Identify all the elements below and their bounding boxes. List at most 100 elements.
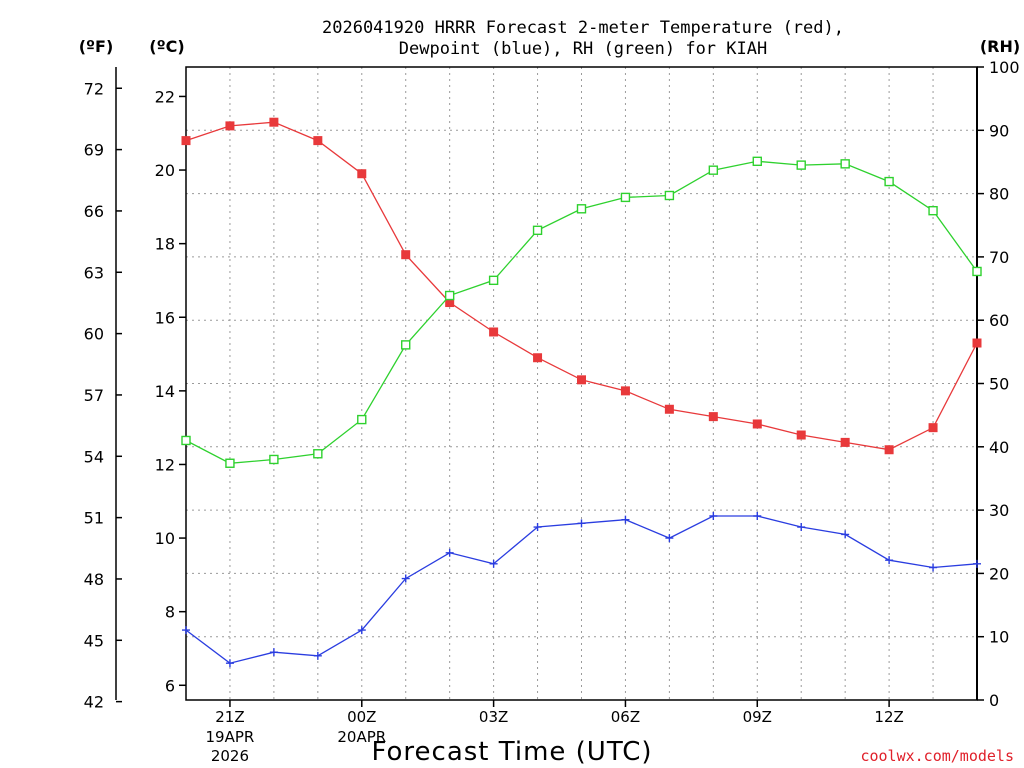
- fahrenheit-tick-label: 51: [84, 509, 104, 528]
- x-axis-title: Forecast Time (UTC): [371, 737, 652, 767]
- temperature-marker: [313, 136, 323, 146]
- series-layer: [181, 117, 982, 668]
- fahrenheit-tick-label: 45: [84, 631, 104, 650]
- rh-marker: [884, 176, 894, 187]
- fahrenheit-unit-label: (ºF): [79, 37, 114, 56]
- temperature-marker: [577, 375, 586, 385]
- fahrenheit-tick-label: 54: [84, 447, 104, 466]
- rh-marker: [181, 435, 191, 446]
- x-tick-label: 06Z: [611, 708, 640, 726]
- temperature-marker: [884, 445, 894, 455]
- rh-tick-label: 60: [989, 311, 1009, 330]
- dewpoint-marker: [533, 523, 542, 532]
- temperature-marker: [620, 386, 630, 396]
- rh-marker: [313, 449, 323, 459]
- fahrenheit-tick-label: 42: [84, 693, 104, 712]
- dewpoint-marker: [929, 563, 938, 572]
- rh-tick-label: 20: [989, 564, 1009, 583]
- credit-text: coolwx.com/models: [860, 747, 1014, 765]
- temperature-marker: [225, 121, 235, 131]
- rh-marker: [357, 414, 367, 425]
- x-tick-label: 03Z: [479, 708, 508, 726]
- dewpoint-marker: [225, 659, 234, 668]
- temperature-marker: [401, 250, 411, 260]
- rh-tick-label: 100: [989, 58, 1020, 77]
- dewpoint-marker: [269, 648, 278, 657]
- dewpoint-marker: [709, 511, 718, 520]
- temperature-marker: [708, 412, 718, 422]
- rh-tick-label: 0: [989, 691, 999, 710]
- temperature-line: [185, 121, 978, 451]
- rh-marker: [708, 165, 719, 175]
- fahrenheit-tick-label: 48: [84, 570, 104, 589]
- dewpoint-marker: [401, 574, 410, 583]
- rh-marker: [532, 225, 543, 236]
- dewpoint-marker: [841, 530, 850, 539]
- rh-tick-label: 30: [989, 501, 1009, 520]
- rh-marker: [444, 290, 455, 301]
- x-tick-label: 12Z: [874, 708, 903, 726]
- axes: 42 45 48 51 54 57 60 63 66 69 72 6 8 10 12 14 16 18 20 22 0 1…: [84, 58, 1020, 765]
- dewpoint-marker: [577, 519, 586, 528]
- dewpoint-marker: [797, 523, 806, 532]
- temperature-marker: [357, 169, 367, 179]
- celsius-tick-label: 14: [155, 382, 175, 401]
- rh-marker: [576, 204, 587, 214]
- rh-marker: [840, 159, 850, 169]
- rh-tick-label: 10: [989, 628, 1009, 647]
- rh-marker: [664, 190, 675, 201]
- dewpoint-marker: [665, 534, 674, 543]
- x-tick-label: 00Z: [347, 708, 376, 726]
- rh-tick-label: 70: [989, 248, 1009, 267]
- celsius-tick-label: 6: [165, 676, 175, 695]
- rh-marker: [972, 266, 982, 277]
- dewpoint-marker: [357, 626, 366, 635]
- x-tick-date-label: 20APR: [337, 728, 386, 746]
- temperature-marker: [928, 423, 938, 433]
- rh-unit-label: (RH): [980, 37, 1020, 56]
- dewpoint-marker: [621, 515, 630, 524]
- celsius-tick-label: 18: [155, 235, 175, 254]
- temperature-marker: [752, 419, 762, 429]
- rh-tick-label: 50: [989, 375, 1009, 394]
- temperature-marker: [796, 430, 806, 440]
- celsius-tick-label: 10: [155, 529, 175, 548]
- celsius-tick-label: 22: [155, 87, 175, 106]
- fahrenheit-tick-label: 69: [84, 141, 104, 160]
- rh-marker: [488, 275, 499, 286]
- fahrenheit-tick-label: 66: [84, 202, 104, 221]
- rh-marker: [401, 340, 411, 350]
- temperature-marker: [664, 404, 674, 414]
- dewpoint-marker: [885, 556, 894, 565]
- dewpoint-marker: [489, 559, 498, 568]
- temperature-marker: [489, 327, 499, 337]
- dewpoint-marker: [445, 548, 454, 557]
- rh-marker: [620, 192, 631, 203]
- fahrenheit-tick-label: 72: [84, 79, 104, 98]
- x-tick-year-label: 2026: [211, 747, 249, 765]
- chart-title-line1: 2026041920 HRRR Forecast 2-meter Tempera…: [322, 18, 844, 38]
- rh-marker: [928, 205, 938, 216]
- temperature-marker: [181, 136, 191, 146]
- celsius-unit-label: (ºC): [149, 37, 184, 56]
- rh-marker: [796, 160, 806, 170]
- celsius-tick-label: 8: [165, 603, 175, 622]
- fahrenheit-tick-label: 57: [84, 386, 104, 405]
- rh-tick-label: 90: [989, 121, 1009, 140]
- rh-marker: [225, 458, 235, 468]
- x-tick-label: 21Z: [215, 708, 244, 726]
- chart-title-line2: Dewpoint (blue), RH (green) for KIAH: [399, 39, 767, 59]
- celsius-tick-label: 20: [155, 161, 175, 180]
- dewpoint-marker: [973, 559, 981, 568]
- temperature-marker: [840, 437, 850, 447]
- rh-tick-label: 80: [989, 185, 1009, 204]
- rh-marker: [269, 454, 279, 465]
- temperature-marker: [972, 338, 982, 348]
- dewpoint-marker: [313, 651, 322, 660]
- dewpoint-marker: [753, 511, 762, 520]
- celsius-tick-label: 16: [155, 308, 175, 327]
- fahrenheit-tick-label: 60: [84, 325, 104, 344]
- x-tick-label: 09Z: [743, 708, 772, 726]
- rh-tick-label: 40: [989, 438, 1009, 457]
